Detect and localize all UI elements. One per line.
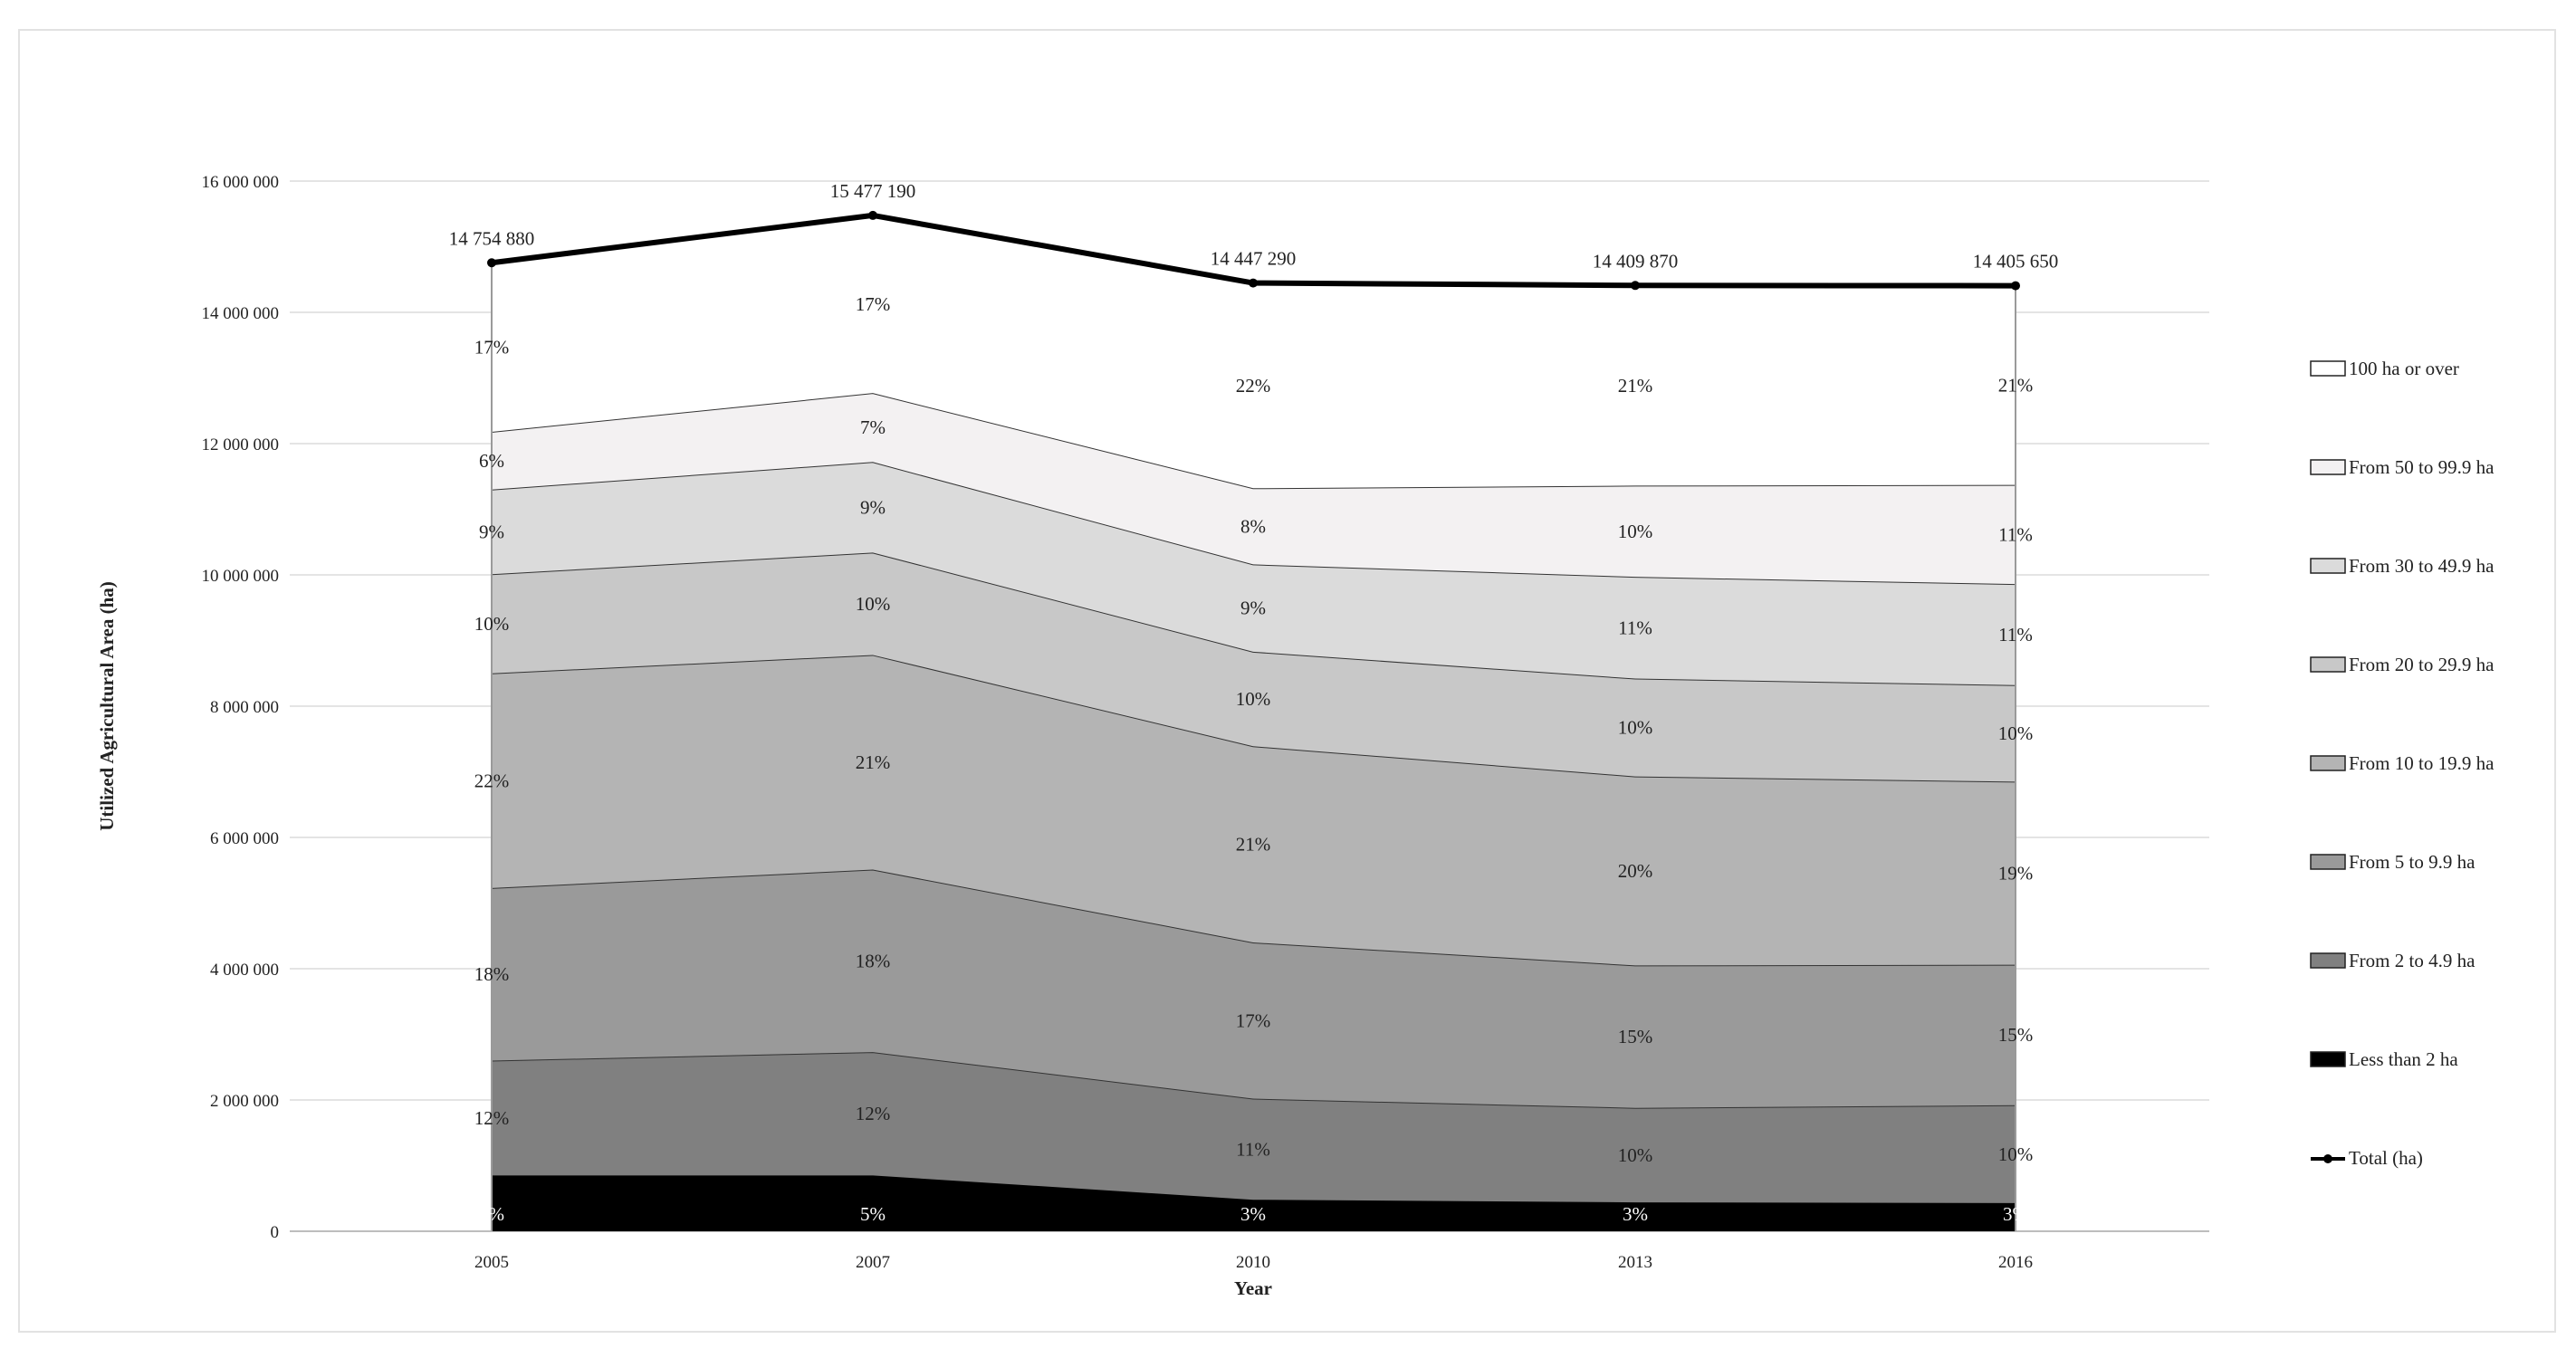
area-from-30-to-49-9-ha (492, 462, 2016, 685)
y-tick-label: 16 000 000 (202, 173, 280, 192)
legend-swatch (2310, 1051, 2346, 1067)
percentage-label: 9% (860, 496, 886, 518)
area-from-20-to-29-9-ha (492, 552, 2016, 782)
percentage-label: 11% (1618, 617, 1652, 638)
legend: 100 ha or over From 50 to 99.9 ha From 30 … (2310, 358, 2495, 1169)
total-point (487, 258, 496, 268)
x-axis-ticks: 2005 2007 2010 2013 2016 (474, 1253, 2033, 1272)
legend-total-marker (2323, 1154, 2332, 1163)
percentage-label: 11% (1236, 1138, 1270, 1160)
area-less-than-2-ha (492, 1175, 2016, 1231)
percentage-label: 11% (1998, 523, 2033, 545)
legend-label: Total (ha) (2349, 1147, 2423, 1169)
percentage-label: 15% (1618, 1026, 1653, 1047)
percentage-label: 21% (1998, 375, 2034, 397)
percentage-label: 21% (856, 751, 891, 773)
total-point (1249, 278, 1258, 288)
percentage-label: 22% (1236, 375, 1271, 397)
y-tick-label: 10 000 000 (202, 567, 280, 586)
percentage-label: 21% (1236, 834, 1271, 856)
y-tick-label: 8 000 000 (210, 698, 279, 717)
legend-swatch (2310, 656, 2346, 673)
legend-label: From 10 to 19.9 ha (2349, 752, 2495, 774)
legend-label: From 5 to 9.9 ha (2349, 851, 2475, 873)
total-data-label: 14 447 290 (1211, 248, 1297, 270)
percentage-label: 6% (479, 450, 504, 472)
x-tick-label: 2005 (474, 1253, 509, 1272)
x-tick-label: 2013 (1618, 1253, 1652, 1272)
percentage-label: 6% (479, 1203, 504, 1225)
percentage-label: 11% (1998, 624, 2033, 646)
percentage-label: 5% (860, 1203, 886, 1225)
total-data-label: 14 409 870 (1593, 250, 1679, 272)
percentage-label: 7% (860, 416, 886, 438)
percentage-label: 3% (1240, 1203, 1266, 1225)
total-data-label: 14 754 880 (449, 227, 535, 249)
percentage-label: 10% (1998, 1143, 2034, 1165)
legend-label: From 2 to 4.9 ha (2349, 950, 2475, 971)
y-tick-label: 2 000 000 (210, 1092, 279, 1111)
legend-label: 100 ha or over (2349, 358, 2459, 379)
total-data-label: 14 405 650 (1973, 251, 2059, 273)
total-point (868, 210, 877, 220)
percentage-label: 10% (1236, 688, 1271, 710)
legend-swatch (2310, 854, 2346, 870)
y-axis-title: Utilized Agricultural Area (ha) (96, 581, 118, 831)
y-tick-label: 14 000 000 (202, 304, 280, 323)
percentage-label: 10% (474, 613, 510, 635)
percentage-label: 21% (1618, 375, 1653, 397)
percentage-labels: 6% 5% 3% 3% 3% 12% 12% 11% 10% 10% 18% 18% 17% 15% 15%… (474, 293, 2034, 1225)
percentage-label: 8% (1240, 515, 1266, 537)
percentage-label: 18% (856, 950, 891, 971)
y-tick-label: 6 000 000 (210, 829, 279, 848)
area-from-5-to-9-9-ha (492, 869, 2016, 1108)
percentage-label: 17% (1236, 1009, 1271, 1031)
x-tick-label: 2016 (1998, 1253, 2033, 1272)
area-from-2-to-4-9-ha (492, 1052, 2016, 1203)
percentage-label: 3% (1623, 1203, 1648, 1225)
legend-label: From 50 to 99.9 ha (2349, 456, 2495, 478)
percentage-label: 3% (2003, 1203, 2028, 1225)
total-line-series: 14 754 880 15 477 190 14 447 290 14 409 870… (449, 180, 2059, 291)
x-axis-title: Year (1234, 1277, 1272, 1299)
percentage-label: 10% (856, 593, 891, 615)
legend-label: Less than 2 ha (2349, 1048, 2458, 1070)
area-series (491, 215, 2016, 1231)
percentage-label: 12% (856, 1103, 891, 1124)
y-axis-ticks: 0 2 000 000 4 000 000 6 000 000 8 000 000 10 … (202, 173, 280, 1242)
x-tick-label: 2010 (1236, 1253, 1270, 1272)
percentage-label: 19% (1998, 863, 2034, 885)
total-point (1631, 281, 1640, 291)
percentage-label: 17% (474, 337, 510, 359)
y-tick-label: 4 000 000 (210, 961, 279, 980)
percentage-label: 22% (474, 770, 510, 791)
percentage-label: 10% (1618, 1144, 1653, 1166)
percentage-label: 17% (856, 293, 891, 315)
percentage-label: 18% (474, 963, 510, 985)
legend-label: From 30 to 49.9 ha (2349, 555, 2495, 577)
legend-swatch (2310, 952, 2346, 969)
percentage-label: 10% (1998, 722, 2034, 744)
area-100-ha-or-over (492, 215, 2016, 489)
legend-label: From 20 to 29.9 ha (2349, 654, 2495, 675)
percentage-label: 20% (1618, 860, 1653, 882)
legend-swatch (2310, 459, 2346, 475)
legend-swatch (2310, 558, 2346, 574)
legend-swatch (2310, 755, 2346, 771)
percentage-label: 12% (474, 1107, 510, 1129)
percentage-label: 9% (1240, 598, 1266, 619)
total-point (2011, 281, 2020, 291)
percentage-label: 10% (1618, 717, 1653, 739)
y-tick-label: 12 000 000 (202, 435, 280, 454)
percentage-label: 15% (1998, 1024, 2034, 1046)
percentage-label: 9% (479, 521, 504, 543)
x-tick-label: 2007 (856, 1253, 890, 1272)
total-data-label: 15 477 190 (830, 180, 916, 202)
legend-swatch (2310, 360, 2346, 377)
y-tick-label: 0 (271, 1223, 280, 1242)
percentage-label: 10% (1618, 521, 1653, 542)
area-from-10-to-19-9-ha (492, 655, 2016, 966)
